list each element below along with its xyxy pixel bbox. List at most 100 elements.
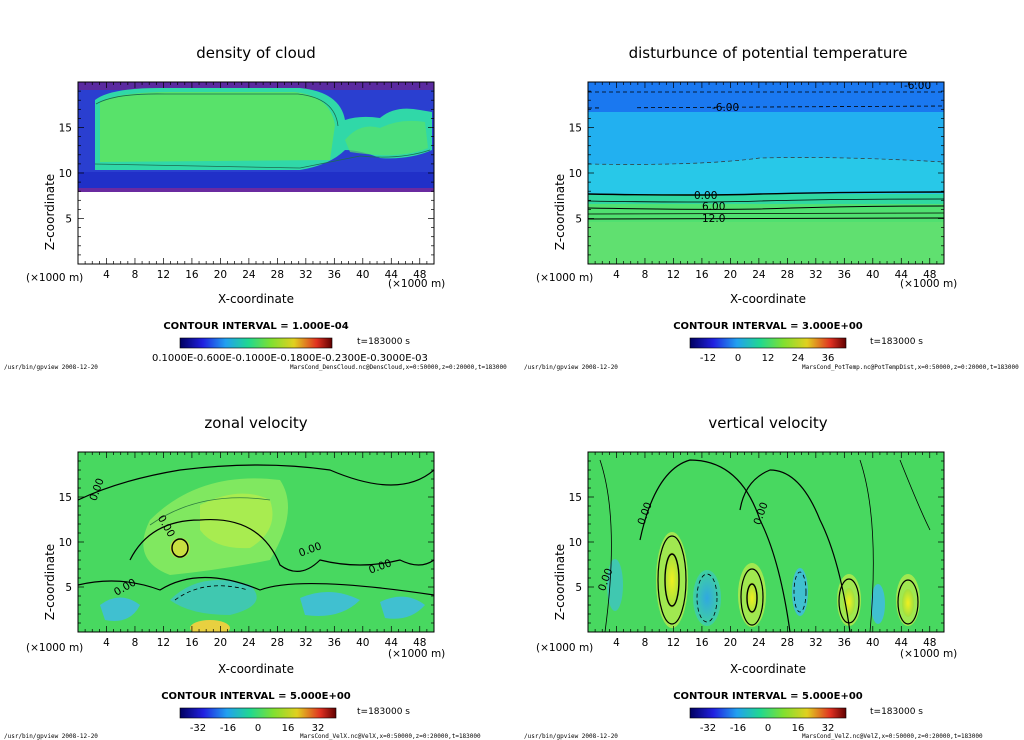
x-tick-label: 32 [809, 269, 822, 281]
colorbar-ticks: -32 -16 0 16 32 [190, 723, 325, 734]
contour-label: 12.0 [702, 213, 725, 225]
x-tick-label: 48 [413, 269, 426, 281]
contour-label: -6.00 [904, 80, 931, 92]
colorbar [689, 707, 847, 719]
colorbar-tick-label: 0 [735, 353, 741, 364]
colorbar-ticks: -12 0 12 24 36 [700, 353, 835, 364]
x-tick-label: 44 [895, 637, 909, 649]
x-tick-label: 24 [242, 269, 256, 281]
x-tick-label: 16 [695, 269, 709, 281]
contour-label: 0.00 [694, 190, 717, 202]
colorbar-tick-label: 32 [822, 723, 835, 734]
y-axis-label: Z-coordinate [43, 544, 57, 620]
contour-label: -6.00 [712, 102, 739, 114]
x-tick-label: 48 [923, 269, 936, 281]
y-tick-label: 10 [569, 537, 582, 549]
y-tick-label: 15 [59, 123, 72, 135]
time-label: t=183000 s [870, 707, 923, 717]
colorbar [179, 337, 333, 349]
colorbar-tick-label: -32 [190, 723, 206, 734]
colorbar-tick-label: 16 [282, 723, 295, 734]
footer-left: /usr/bin/gpview 2008-12-20 [524, 364, 618, 371]
x-tick-label: 8 [642, 637, 649, 649]
x-tick-label: 4 [613, 269, 620, 281]
contour-interval: CONTOUR INTERVAL = 5.000E+00 [161, 691, 351, 702]
x-axis-label: X-coordinate [218, 662, 294, 676]
x-tick-label: 24 [752, 637, 766, 649]
contour-interval: CONTOUR INTERVAL = 3.000E+00 [673, 321, 863, 332]
contour-interval: CONTOUR INTERVAL = 5.000E+00 [673, 691, 863, 702]
x-tick-label: 12 [157, 269, 170, 281]
plot-field: -6.00 -6.00 0.00 6.00 12.0 [588, 80, 944, 264]
chart-title: vertical velocity [708, 414, 827, 432]
x-tick-label: 4 [613, 637, 620, 649]
colorbar-tick-label: -32 [700, 723, 716, 734]
x-tick-label: 12 [667, 637, 680, 649]
y-unit-label: (×1000 m) [26, 272, 83, 284]
x-tick-label: 48 [923, 637, 936, 649]
y-tick-label: 15 [59, 492, 72, 504]
colorbar-tick-label: 12 [762, 353, 775, 364]
time-label: t=183000 s [357, 337, 410, 347]
x-unit-label: (×1000 m) [388, 648, 445, 660]
colorbar-tick-label: 0 [765, 723, 771, 734]
x-tick-label: 36 [328, 637, 342, 649]
x-tick-label: 12 [157, 637, 170, 649]
footer-right: MarsCond_PotTemp.nc@PotTempDist,x=0:5000… [802, 364, 1019, 371]
x-tick-label: 8 [642, 269, 649, 281]
x-unit-label: (×1000 m) [900, 278, 957, 290]
x-tick-label: 28 [781, 269, 794, 281]
panel-potential-temperature: disturbunce of potential temperature -6.… [524, 44, 1019, 371]
x-axis-label: X-coordinate [218, 292, 294, 306]
colorbar-tick-label: 24 [792, 353, 805, 364]
colorbar [689, 337, 847, 349]
x-tick-label: 44 [385, 269, 399, 281]
x-tick-label: 44 [895, 269, 909, 281]
footer-left: /usr/bin/gpview 2008-12-20 [4, 364, 98, 371]
y-tick-label: 15 [569, 123, 582, 135]
x-unit-label: (×1000 m) [900, 648, 957, 660]
x-tick-label: 32 [299, 637, 312, 649]
contour-interval: CONTOUR INTERVAL = 1.000E-04 [163, 321, 348, 332]
x-axis-label: X-coordinate [730, 662, 806, 676]
y-axis-label: Z-coordinate [43, 174, 57, 250]
x-tick-label: 4 [103, 637, 110, 649]
x-tick-label: 36 [838, 637, 852, 649]
x-tick-label: 16 [185, 637, 199, 649]
x-unit-label: (×1000 m) [388, 278, 445, 290]
x-tick-label: 20 [724, 269, 737, 281]
x-tick-label: 16 [185, 269, 199, 281]
y-axis-label: Z-coordinate [553, 544, 567, 620]
plot-field [78, 82, 434, 264]
y-tick-label: 5 [65, 582, 72, 594]
x-tick-label: 20 [214, 637, 227, 649]
x-tick-label: 20 [214, 269, 227, 281]
x-tick-label: 36 [838, 269, 852, 281]
y-tick-label: 10 [59, 168, 72, 180]
colorbar [179, 707, 337, 719]
time-label: t=183000 s [870, 337, 923, 347]
plot-field: 0.00 0.00 0.00 0.00 0.00 [78, 452, 434, 632]
footer-right: MarsCond_DensCloud.nc@DensCloud,x=0:5000… [290, 364, 507, 371]
x-tick-label: 44 [385, 637, 399, 649]
chart-title: zonal velocity [204, 414, 307, 432]
y-tick-label: 10 [59, 537, 72, 549]
colorbar-ticks: -32 -16 0 16 32 [700, 723, 835, 734]
colorbar-tick-label: -16 [730, 723, 746, 734]
x-tick-label: 40 [356, 269, 369, 281]
chart-title: disturbunce of potential temperature [629, 44, 908, 62]
chart-title: density of cloud [196, 44, 316, 62]
x-tick-label: 24 [242, 637, 256, 649]
x-tick-label: 40 [356, 637, 369, 649]
x-tick-label: 40 [866, 269, 879, 281]
x-tick-label: 32 [299, 269, 312, 281]
x-tick-label: 28 [271, 637, 284, 649]
x-tick-label: 48 [413, 637, 426, 649]
colorbar-tick-label: -16 [220, 723, 236, 734]
panel-density-of-cloud: density of cloud 4 8 12 16 20 24 28 32 36 40 44 485… [4, 44, 507, 371]
footer-left: /usr/bin/gpview 2008-12-20 [4, 733, 98, 740]
x-tick-label: 16 [695, 637, 709, 649]
